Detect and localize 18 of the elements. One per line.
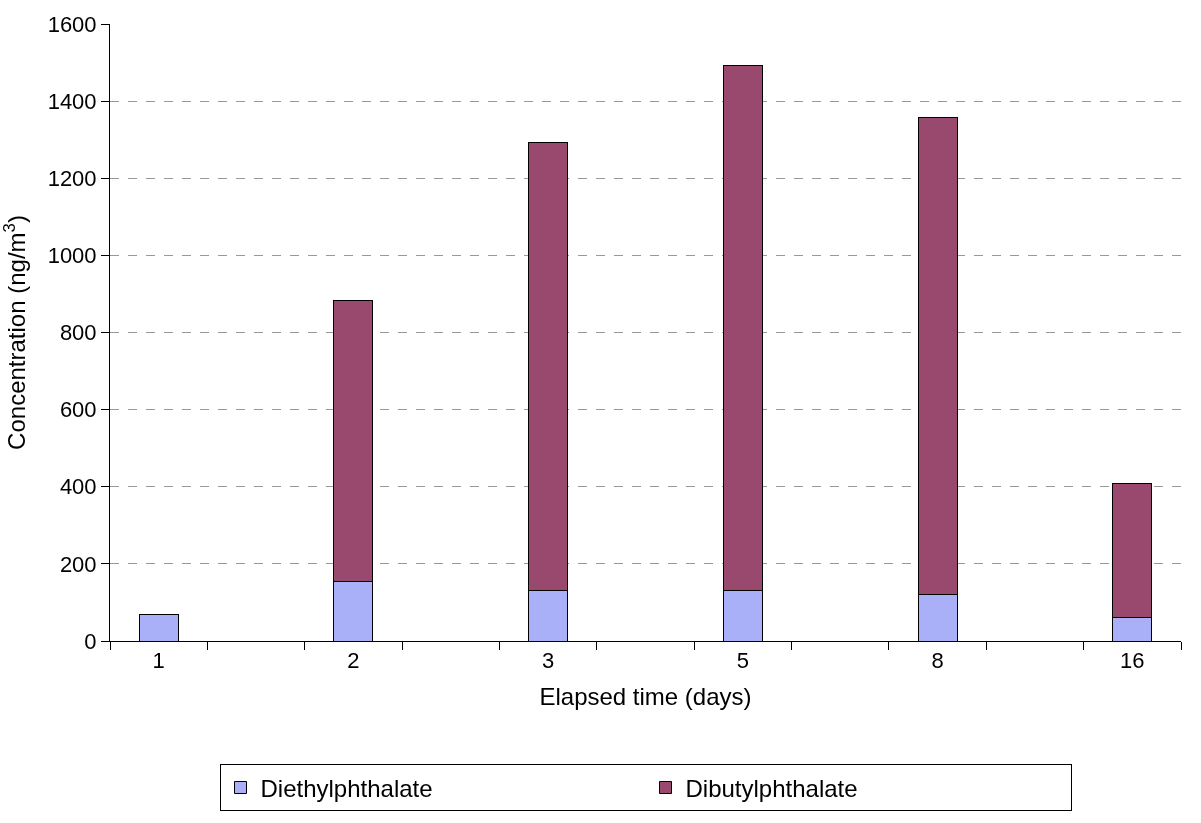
y-tick-label: 800 (59, 320, 97, 346)
x-tick-label: 16 (1120, 648, 1145, 674)
x-axis-title: Elapsed time (days) (539, 682, 752, 710)
x-tick-label: 8 (931, 648, 944, 674)
legend-label: Dibutylphthalate (685, 774, 858, 802)
y-tick-label: 1600 (47, 11, 97, 37)
legend-label: Diethylphthalate (260, 774, 433, 802)
y-tick-label: 200 (59, 551, 97, 577)
x-tick-label: 5 (736, 648, 749, 674)
y-tick-label: 0 (84, 628, 97, 654)
y-tick-label: 400 (59, 474, 97, 500)
y-tick-label: 1200 (47, 165, 97, 191)
y-tick-label: 1400 (47, 88, 97, 114)
x-tick-label: 2 (347, 648, 360, 674)
y-tick-label: 600 (59, 397, 97, 423)
x-tick-label: 1 (152, 648, 165, 674)
x-tick-label: 3 (542, 648, 555, 674)
y-tick-label: 1000 (47, 243, 97, 269)
